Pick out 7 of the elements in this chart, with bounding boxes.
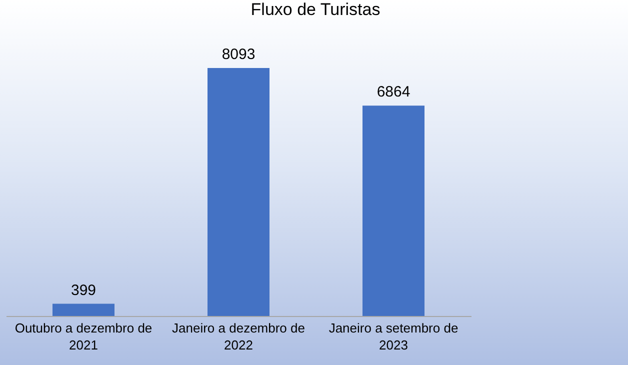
x-tick-label: Outubro a dezembro de 2021 <box>14 320 152 352</box>
data-label: 6864 <box>376 84 410 101</box>
chart-title: Fluxo de Turistas <box>250 0 380 19</box>
x-tick-label: Janeiro a setembro de 2023 <box>328 320 458 352</box>
x-tick-label: Janeiro a dezembro de 2022 <box>172 320 305 352</box>
data-label: 8093 <box>222 46 256 63</box>
data-label: 399 <box>70 282 96 299</box>
